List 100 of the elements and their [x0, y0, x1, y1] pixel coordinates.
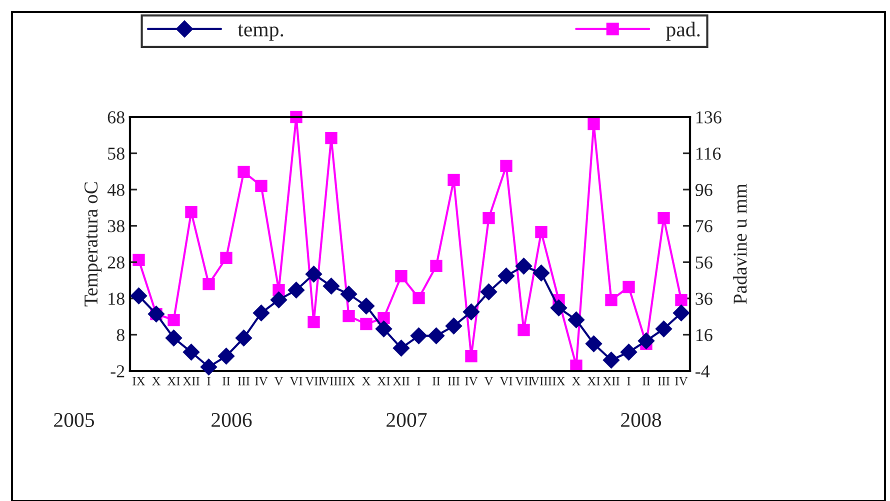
x-tick-label: X — [362, 377, 371, 386]
point — [218, 348, 235, 364]
point — [675, 294, 688, 306]
y2-tick-label: 136 — [696, 111, 722, 124]
point — [550, 299, 568, 316]
y-tick-label: 18 — [108, 292, 124, 305]
point — [462, 303, 480, 320]
y2-tick-label: 76 — [696, 220, 712, 232]
legend-label: temp. — [238, 24, 284, 41]
x-tick-label: III — [448, 377, 460, 386]
point — [185, 206, 198, 218]
x-tick-label: II — [642, 377, 650, 386]
y2-tick-label: 116 — [696, 148, 721, 160]
y2-tick-label: 96 — [695, 184, 712, 196]
point — [270, 292, 288, 308]
x-tick-label: IV — [255, 377, 268, 386]
text: 2006 — [212, 412, 252, 428]
x-tick-label: IX — [552, 377, 566, 386]
y-tick-label: 48 — [107, 184, 124, 196]
point — [465, 350, 478, 362]
x-tick-label: III — [658, 377, 670, 386]
point — [130, 288, 148, 304]
x-tick-label: V — [274, 377, 284, 386]
point — [515, 258, 532, 275]
y2-tick-label: -4 — [696, 365, 710, 378]
x-tick-label: II — [432, 377, 440, 386]
point — [498, 268, 515, 284]
point — [480, 284, 498, 300]
x-tick-label: XII — [392, 377, 410, 386]
x-tick-label: VIII — [320, 377, 342, 386]
x-tick-label: VIII — [530, 377, 552, 386]
x-tick-label: XI — [167, 377, 180, 386]
y2-tick-label: 16 — [696, 329, 712, 342]
x-tick-label: I — [417, 377, 420, 386]
point — [412, 292, 425, 304]
point — [375, 320, 392, 338]
point — [392, 340, 410, 357]
text: 2007 — [386, 412, 427, 428]
point — [655, 320, 672, 338]
point — [132, 254, 145, 266]
x-tick-label: VII — [305, 377, 322, 386]
y-tick-label: 8 — [116, 328, 124, 342]
x-tick-label: XII — [602, 377, 620, 386]
point — [200, 358, 218, 376]
point — [202, 278, 215, 290]
point — [322, 278, 340, 294]
point — [165, 330, 182, 346]
x-tick-label: I — [627, 377, 630, 386]
x-tick-label: XI — [587, 377, 600, 386]
y-tick-label: 28 — [108, 256, 124, 269]
x-tick-label: VI — [290, 377, 302, 386]
point — [535, 226, 548, 238]
y-tick-label: 58 — [108, 148, 124, 160]
point — [602, 352, 620, 368]
x-tick-label: V — [484, 377, 494, 386]
point — [658, 212, 670, 224]
point — [395, 270, 408, 282]
point — [428, 327, 445, 344]
x-tick-label: XI — [377, 377, 390, 386]
point — [220, 252, 232, 264]
text: 2005 — [54, 412, 94, 428]
point — [622, 280, 635, 294]
x-tick-label: X — [572, 377, 581, 386]
y2-tick-label: 56 — [696, 256, 712, 269]
point — [410, 327, 428, 344]
x-tick-label: VI — [500, 377, 512, 386]
point — [448, 174, 460, 186]
point — [585, 335, 602, 352]
point — [620, 344, 638, 361]
point — [252, 304, 270, 322]
point — [255, 180, 268, 192]
point — [148, 306, 165, 322]
point — [168, 314, 180, 326]
y2-tick-label: 36 — [696, 292, 712, 305]
point — [532, 264, 550, 282]
point — [182, 344, 200, 361]
x-tick-label: IV — [465, 377, 478, 386]
point — [308, 316, 320, 328]
x-tick-label: X — [152, 377, 161, 386]
y-axis-title: Temperatura oC — [84, 182, 102, 306]
point — [482, 212, 495, 224]
point — [500, 160, 512, 172]
x-tick-label: XII — [182, 377, 200, 386]
point — [325, 132, 338, 144]
legend-label: pad. — [666, 22, 700, 41]
x-tick-label: II — [222, 377, 230, 386]
point — [568, 311, 585, 328]
point — [340, 286, 358, 302]
x-tick-label: IV — [675, 377, 688, 386]
point — [305, 266, 322, 282]
y-tick-label: 68 — [108, 111, 124, 124]
y-tick-label: -2 — [110, 365, 124, 378]
x-tick-label: I — [207, 377, 210, 386]
point — [238, 166, 250, 178]
y2-axis-title: Padavine u mm — [733, 184, 747, 304]
point — [605, 294, 618, 306]
x-tick-label: III — [238, 377, 250, 386]
point — [588, 118, 600, 130]
point — [235, 330, 252, 346]
point — [672, 304, 690, 322]
